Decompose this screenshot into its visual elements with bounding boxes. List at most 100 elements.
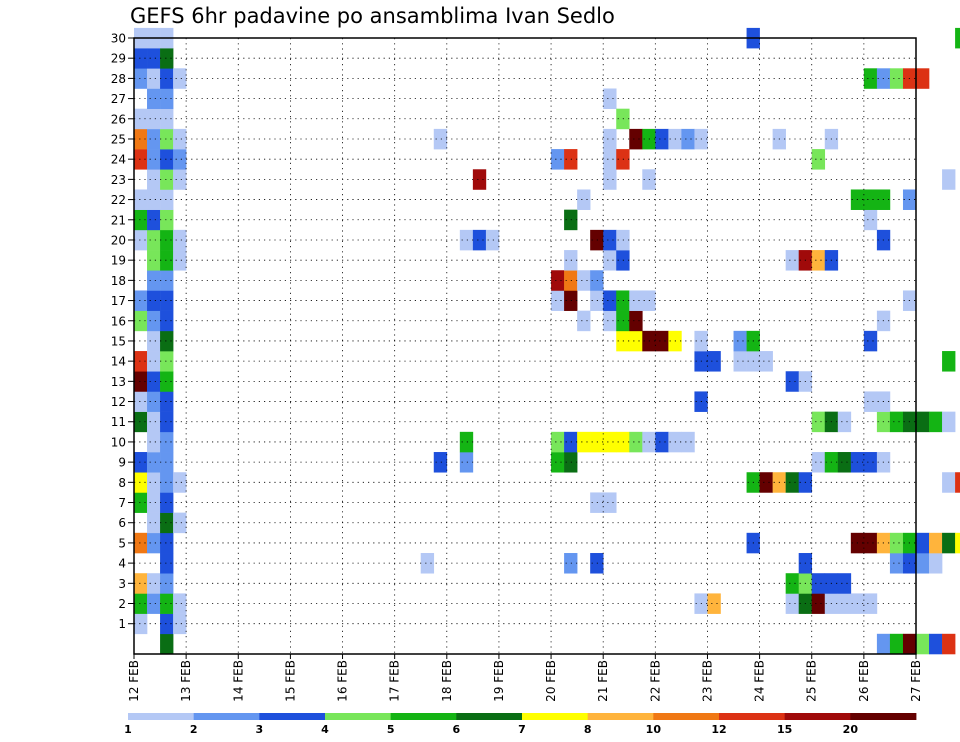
heatmap-cell [160, 290, 174, 311]
heatmap-cell [160, 108, 174, 130]
y-tick-label: 3 [118, 577, 126, 591]
heatmap-cell [942, 532, 956, 554]
x-tick-label: 23 FEB [701, 660, 715, 702]
y-tick-label: 10 [111, 435, 126, 449]
heatmap-cell [759, 472, 773, 493]
heatmap-cell [160, 209, 174, 231]
heatmap-cell [160, 169, 174, 190]
heatmap-cell [134, 613, 148, 635]
heatmap-cell [147, 391, 161, 412]
heatmap-cell [147, 149, 161, 170]
heatmap-cell [785, 593, 799, 614]
heatmap-cell [564, 290, 578, 311]
heatmap-cell [160, 371, 174, 392]
heatmap-cell [655, 330, 669, 352]
y-tick-label: 1 [118, 617, 126, 631]
heatmap-cell [629, 290, 643, 311]
heatmap-cell [916, 532, 930, 554]
heatmap-cell [134, 492, 148, 513]
x-tick-label: 15 FEB [283, 660, 297, 702]
heatmap-cell [929, 553, 943, 574]
heatmap-cell [551, 149, 565, 170]
y-tick-label: 21 [111, 213, 126, 227]
heatmap-cell [134, 209, 148, 231]
heatmap-cell [551, 431, 565, 453]
x-tick-label: 12 FEB [127, 660, 141, 702]
legend-label: 1 [124, 723, 132, 736]
heatmap-cell [916, 411, 930, 433]
heatmap-cell [160, 452, 174, 473]
heatmap-cell [551, 270, 565, 291]
heatmap-cell [160, 128, 174, 150]
heatmap-cell [147, 310, 161, 332]
legend-label: 6 [453, 723, 461, 736]
heatmap-cell [173, 169, 187, 190]
heatmap-cell [147, 452, 161, 473]
heatmap-cell [564, 553, 578, 574]
heatmap-cell [134, 391, 148, 412]
heatmap-cell [134, 229, 148, 251]
x-tick-label: 24 FEB [753, 660, 767, 702]
heatmap-cell [889, 633, 904, 655]
heatmap-cell [785, 472, 799, 493]
legend-swatch [784, 713, 851, 720]
heatmap-cell [955, 27, 960, 49]
legend-label: 15 [777, 723, 792, 736]
heatmap-cell [147, 68, 161, 89]
heatmap-cell [433, 452, 448, 473]
heatmap-cell [160, 573, 174, 594]
heatmap-cell [955, 532, 960, 554]
x-tick-label: 27 FEB [909, 660, 923, 702]
heatmap-cell [134, 532, 148, 554]
legend-label: 4 [321, 723, 329, 736]
y-tick-label: 6 [118, 516, 126, 530]
heatmap-cell [160, 310, 174, 332]
heatmap-cell [603, 492, 617, 513]
y-tick-label: 18 [111, 274, 126, 288]
y-tick-label: 12 [111, 395, 126, 409]
heatmap-cell [134, 411, 148, 433]
heatmap-cell [147, 290, 161, 311]
heatmap-cell [603, 88, 617, 109]
heatmap-cell [551, 452, 565, 473]
heatmap-cell [472, 169, 487, 190]
heatmap-cell [681, 128, 695, 150]
heatmap-cell [863, 593, 878, 614]
legend-swatch [390, 713, 457, 720]
heatmap-cell [603, 128, 617, 150]
heatmap-cell [863, 209, 878, 231]
heatmap-cell [577, 270, 591, 291]
heatmap-cell [811, 411, 826, 433]
heatmap-cell [603, 431, 617, 453]
heatmap-cell [173, 593, 187, 614]
x-tick-label: 25 FEB [805, 660, 819, 702]
heatmap-cell [942, 472, 956, 493]
heatmap-cell [955, 472, 960, 493]
heatmap-cell [485, 229, 500, 251]
heatmap-cell [134, 48, 148, 69]
heatmap-cell [173, 472, 187, 493]
heatmap-cell [603, 169, 617, 190]
y-tick-label: 11 [111, 415, 126, 429]
heatmap-cell [629, 431, 643, 453]
y-tick-label: 8 [118, 476, 126, 490]
heatmap-cell [134, 108, 148, 130]
heatmap-cell [929, 411, 943, 433]
heatmap-cell [889, 553, 904, 574]
heatmap-cell [160, 189, 174, 210]
y-tick-label: 19 [111, 254, 126, 268]
heatmap-cell [603, 290, 617, 311]
y-tick-label: 29 [111, 52, 126, 66]
legend-swatch [719, 713, 786, 720]
heatmap-cell [433, 128, 448, 150]
x-tick-label: 14 FEB [231, 660, 245, 702]
heatmap-cell [929, 633, 943, 655]
heatmap-cell [173, 613, 187, 635]
heatmap-cell [160, 88, 174, 109]
y-tick-label: 17 [111, 294, 126, 308]
legend-label: 8 [584, 723, 592, 736]
heatmap-cell [160, 270, 174, 291]
heatmap-cell [147, 48, 161, 69]
heatmap-cell [733, 351, 747, 372]
